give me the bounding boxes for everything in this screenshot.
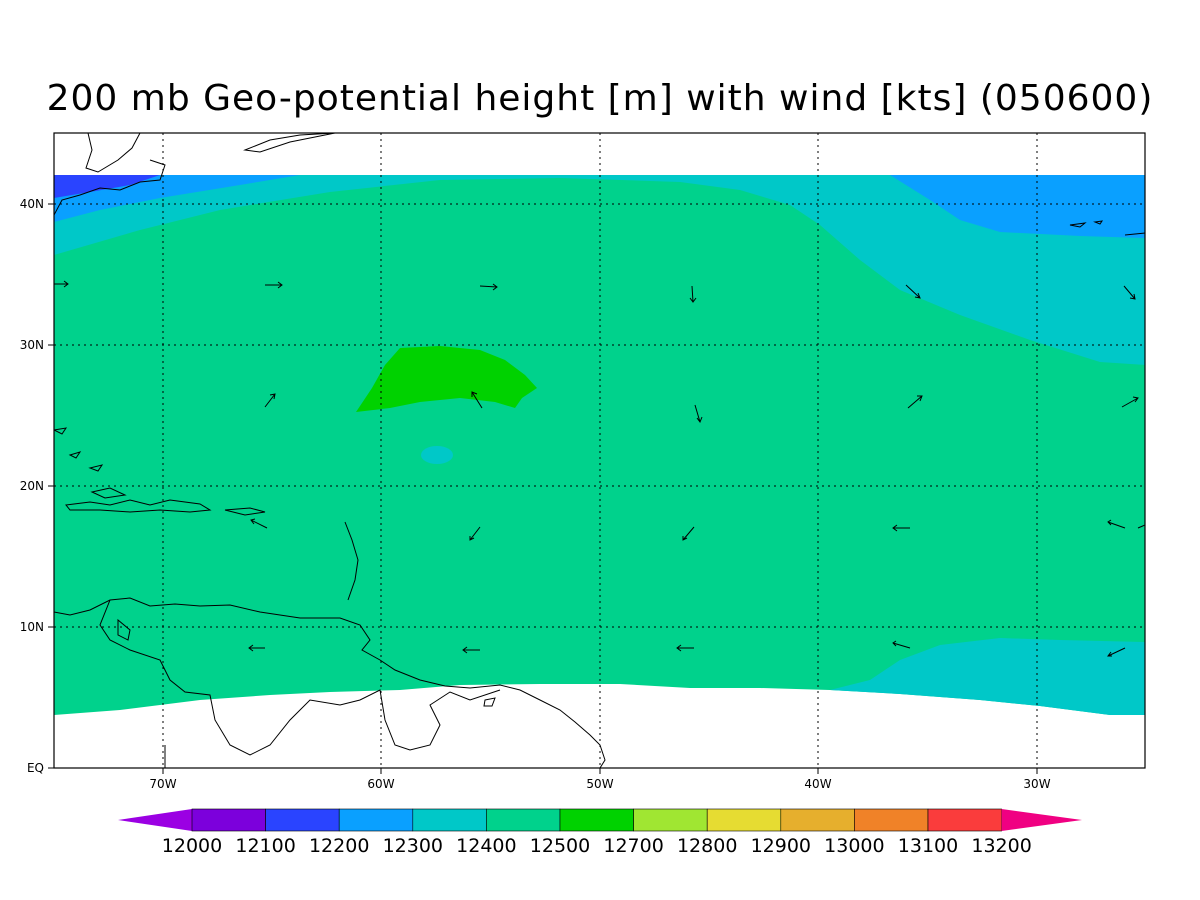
colorbar-swatch xyxy=(191,808,266,832)
contour-12200-ne xyxy=(890,175,1145,238)
colorbar-swatch xyxy=(559,808,634,832)
lat-label: 10N xyxy=(20,620,44,634)
map-title: 200 mb Geo-potential height [m] with win… xyxy=(46,78,1154,119)
lat-label: EQ xyxy=(27,761,44,775)
contour-12500-high xyxy=(356,346,537,412)
grid-lines xyxy=(54,133,1145,768)
colorbar-label: 12200 xyxy=(309,835,369,857)
lon-label: 50W xyxy=(586,777,613,791)
colorbar-swatch xyxy=(633,808,708,832)
lon-label: 40W xyxy=(804,777,831,791)
wind-arrows xyxy=(54,280,1145,657)
latitude-labels: 40N 30N 20N 10N EQ xyxy=(20,197,44,775)
longitude-labels: 70W 60W 50W 40W 30W xyxy=(149,777,1050,791)
height-field xyxy=(54,133,1145,768)
colorbar-label: 12900 xyxy=(751,835,811,857)
colorbar-right-arrow xyxy=(1001,809,1082,831)
colorbar-label: 13100 xyxy=(898,835,958,857)
colorbar-label: 12500 xyxy=(530,835,590,857)
colorbar-label: 12000 xyxy=(162,835,222,857)
colorbar-left-arrow xyxy=(118,809,192,831)
colorbar-label: 12400 xyxy=(456,835,516,857)
colorbar-label: 12300 xyxy=(383,835,443,857)
contour-12300-small xyxy=(421,446,453,464)
axis-ticks xyxy=(48,203,1038,774)
colorbar-swatch xyxy=(854,808,929,832)
lon-label: 60W xyxy=(367,777,394,791)
lat-label: 40N xyxy=(20,197,44,211)
contour-12300-north xyxy=(54,175,1145,365)
colorbar-label: 13000 xyxy=(824,835,884,857)
lat-label: 30N xyxy=(20,338,44,352)
colorbar-swatch xyxy=(412,808,487,832)
colorbar-swatch xyxy=(706,808,782,832)
colorbar-label: 12700 xyxy=(603,835,663,857)
lon-label: 70W xyxy=(149,777,176,791)
colorbar-label: 13200 xyxy=(971,835,1031,857)
contour-12300-se xyxy=(830,638,1145,715)
coastlines xyxy=(54,133,1145,768)
colorbar: 12000 12100 12200 12300 12400 12500 12700 12800… xyxy=(118,808,1082,857)
colorbar-swatch xyxy=(486,808,561,832)
colorbar-label: 12100 xyxy=(235,835,295,857)
colorbar-label: 12800 xyxy=(677,835,737,857)
colorbar-swatch xyxy=(780,808,855,832)
colorbar-swatch xyxy=(338,808,414,832)
lon-label: 30W xyxy=(1023,777,1050,791)
colorbar-swatch xyxy=(927,808,1002,832)
colorbar-swatch xyxy=(265,808,340,832)
lat-label: 20N xyxy=(20,479,44,493)
contour-12100 xyxy=(54,175,160,198)
